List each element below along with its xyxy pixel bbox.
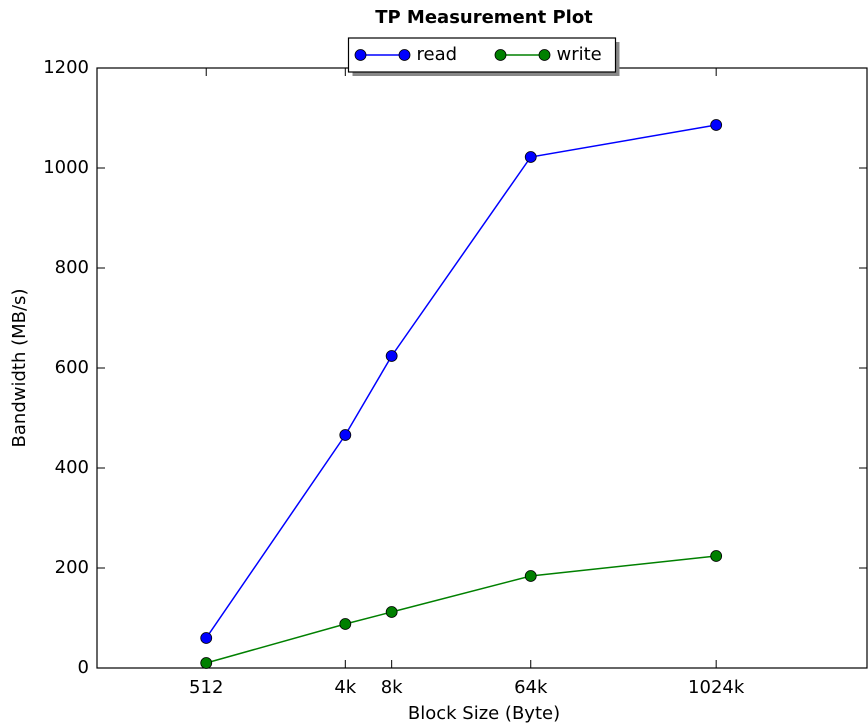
y-tick-label: 400 — [55, 457, 89, 478]
data-point — [710, 550, 723, 562]
legend-marker — [398, 49, 411, 61]
data-point — [385, 350, 398, 362]
y-tick-label: 200 — [55, 557, 89, 578]
data-point — [524, 570, 537, 582]
chart-title: TP Measurement Plot — [375, 7, 593, 28]
legend-marker — [494, 49, 507, 61]
x-tick-label: 8k — [381, 677, 403, 698]
y-axis-label: Bandwidth (MB/s) — [9, 289, 30, 448]
y-tick-label: 0 — [78, 657, 89, 678]
series-line — [205, 124, 717, 639]
legend-label: write — [557, 44, 602, 65]
legend-marker — [538, 49, 551, 61]
y-tick-label: 1200 — [43, 57, 89, 78]
series-line — [206, 555, 717, 664]
x-tick-label: 512 — [189, 677, 223, 698]
data-point — [339, 429, 352, 441]
x-axis-label: Block Size (Byte) — [408, 703, 560, 724]
data-point — [200, 657, 213, 669]
data-point — [524, 151, 537, 163]
plot-frame — [96, 67, 868, 669]
data-point — [200, 632, 213, 644]
x-tick-label: 1024k — [688, 677, 745, 698]
y-tick-label: 600 — [55, 357, 89, 378]
data-point — [339, 618, 352, 630]
x-tick-label: 64k — [514, 677, 548, 698]
data-point — [710, 119, 723, 131]
legend-label: read — [417, 44, 458, 65]
legend-marker — [354, 49, 367, 61]
data-point — [385, 606, 398, 618]
y-tick-label: 800 — [55, 257, 89, 278]
y-tick-label: 1000 — [43, 157, 89, 178]
x-tick-label: 4k — [334, 677, 356, 698]
